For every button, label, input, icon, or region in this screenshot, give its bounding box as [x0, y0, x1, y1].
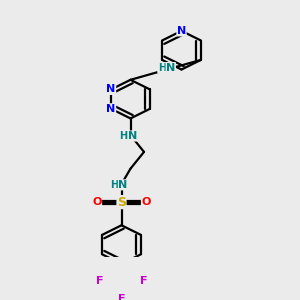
Text: O: O — [92, 197, 102, 207]
Text: O: O — [141, 197, 151, 207]
Text: N: N — [177, 26, 186, 36]
Text: S: S — [117, 196, 126, 208]
Text: N: N — [118, 180, 127, 190]
Text: N: N — [106, 85, 116, 94]
Text: H: H — [158, 63, 166, 73]
Text: F: F — [118, 294, 125, 300]
Text: N: N — [128, 131, 137, 141]
Text: F: F — [96, 276, 103, 286]
Text: F: F — [140, 276, 147, 286]
Text: N: N — [166, 63, 176, 73]
Text: N: N — [106, 104, 116, 114]
Text: H: H — [119, 131, 127, 141]
Text: H: H — [110, 180, 118, 190]
